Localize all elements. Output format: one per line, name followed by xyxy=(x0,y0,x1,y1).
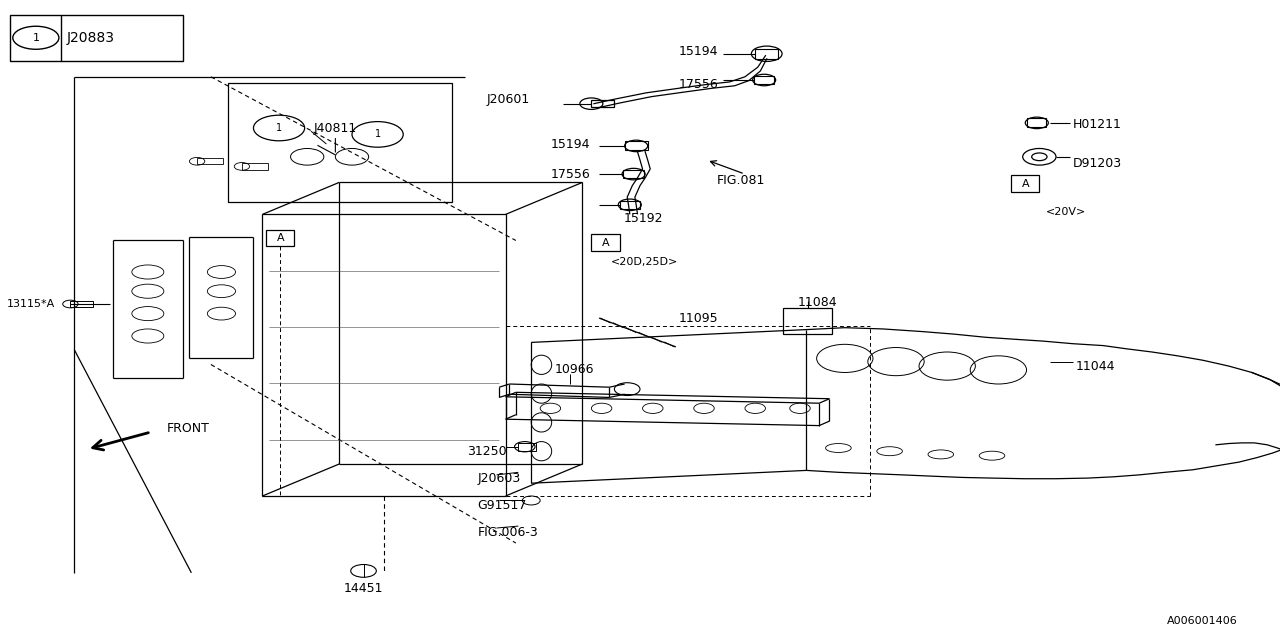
Text: 17556: 17556 xyxy=(550,168,590,181)
Text: 1: 1 xyxy=(276,123,282,133)
Text: FIG.006-3: FIG.006-3 xyxy=(477,526,538,539)
Bar xyxy=(10,15,183,61)
Bar xyxy=(591,234,620,251)
Text: 1: 1 xyxy=(32,33,40,43)
Bar xyxy=(266,230,294,246)
Bar xyxy=(197,158,223,164)
Text: 11044: 11044 xyxy=(1075,360,1115,372)
Text: <20V>: <20V> xyxy=(1046,207,1085,218)
Text: 14451: 14451 xyxy=(344,582,383,595)
Text: 15194: 15194 xyxy=(678,45,718,58)
Text: 10966: 10966 xyxy=(554,364,594,376)
Text: 15192: 15192 xyxy=(623,212,663,225)
Text: 31250: 31250 xyxy=(467,445,507,458)
Text: J40811: J40811 xyxy=(314,122,357,134)
Text: A006001406: A006001406 xyxy=(1167,616,1238,626)
Text: 11095: 11095 xyxy=(678,312,718,325)
Text: FIG.081: FIG.081 xyxy=(717,174,765,187)
Text: FRONT: FRONT xyxy=(166,422,209,435)
Text: 11084: 11084 xyxy=(797,296,837,309)
Bar xyxy=(783,308,832,334)
Bar xyxy=(518,443,536,451)
Bar xyxy=(620,201,640,209)
Text: H01211: H01211 xyxy=(1073,118,1121,131)
Text: A: A xyxy=(1021,179,1029,189)
Bar xyxy=(755,49,778,59)
Text: 1: 1 xyxy=(375,129,380,140)
Text: D91203: D91203 xyxy=(1073,157,1121,170)
Bar xyxy=(242,163,268,170)
Text: A: A xyxy=(602,237,609,248)
Bar xyxy=(623,170,644,178)
Text: 15194: 15194 xyxy=(550,138,590,150)
Text: G91517: G91517 xyxy=(477,499,527,512)
Bar xyxy=(228,83,452,202)
Text: J20603: J20603 xyxy=(477,472,521,485)
Bar xyxy=(625,141,648,150)
Bar xyxy=(1011,175,1039,192)
Text: A: A xyxy=(276,233,284,243)
Text: J20601: J20601 xyxy=(486,93,530,106)
Text: 17556: 17556 xyxy=(678,78,718,91)
Text: J20883: J20883 xyxy=(67,31,115,45)
Bar xyxy=(591,100,614,107)
Bar xyxy=(754,76,774,84)
Text: 13115*A: 13115*A xyxy=(6,299,55,309)
Bar xyxy=(70,301,93,307)
Text: <20D,25D>: <20D,25D> xyxy=(611,257,678,268)
Bar xyxy=(1027,118,1046,127)
